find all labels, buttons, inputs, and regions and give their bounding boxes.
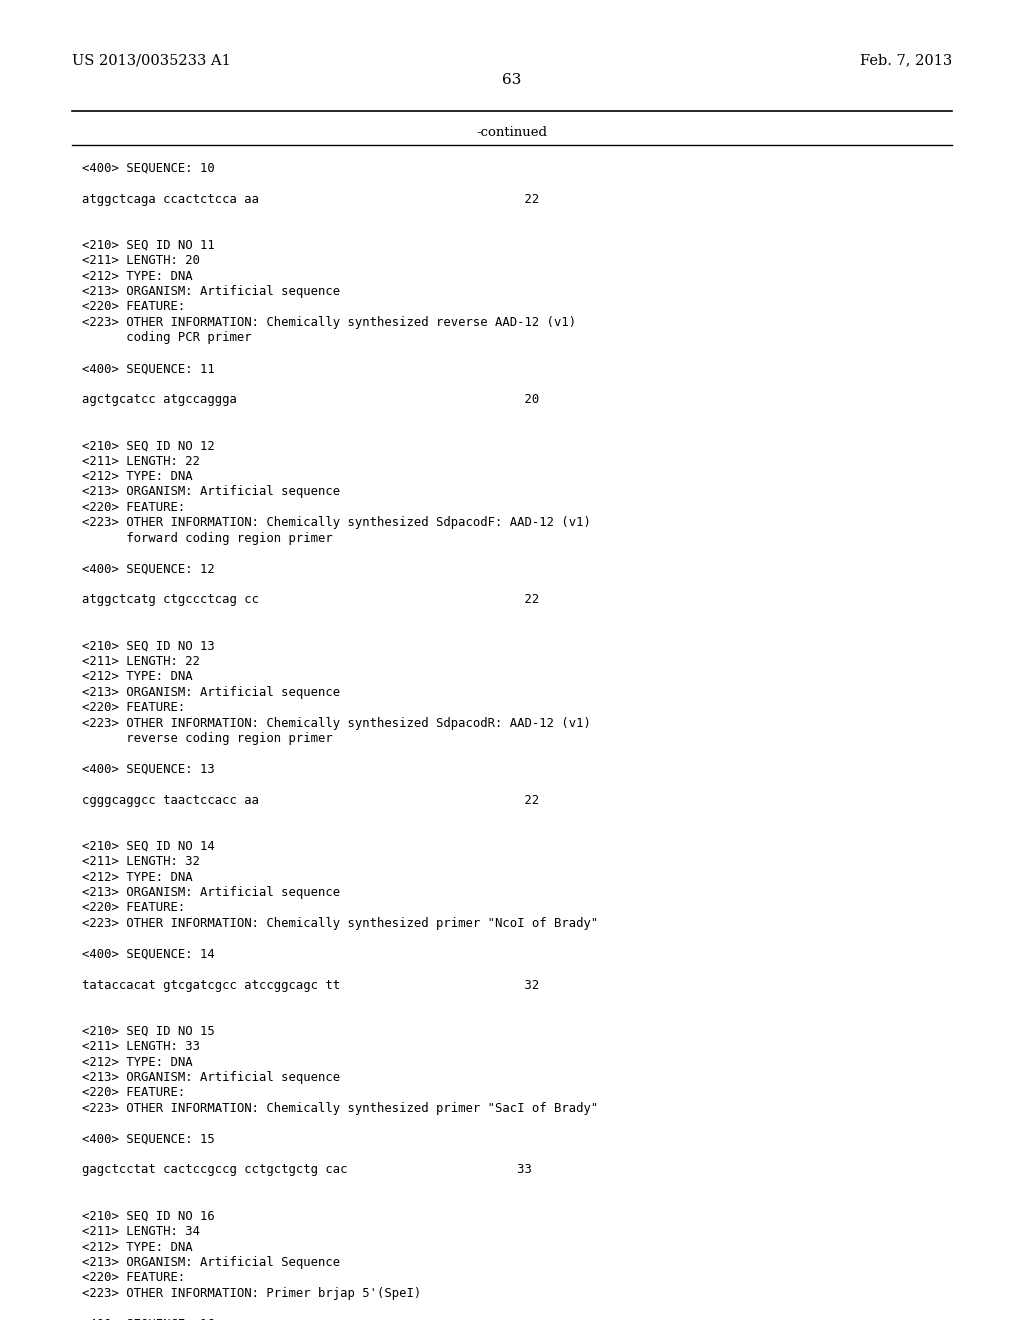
Text: coding PCR primer: coding PCR primer [82,331,252,345]
Text: 63: 63 [503,74,521,87]
Text: <220> FEATURE:: <220> FEATURE: [82,301,185,313]
Text: <212> TYPE: DNA: <212> TYPE: DNA [82,470,193,483]
Text: <220> FEATURE:: <220> FEATURE: [82,902,185,915]
Text: <400> SEQUENCE: 12: <400> SEQUENCE: 12 [82,562,215,576]
Text: <220> FEATURE:: <220> FEATURE: [82,500,185,513]
Text: <400> SEQUENCE: 14: <400> SEQUENCE: 14 [82,948,215,961]
Text: <400> SEQUENCE: 16: <400> SEQUENCE: 16 [82,1317,215,1320]
Text: <210> SEQ ID NO 15: <210> SEQ ID NO 15 [82,1024,215,1038]
Text: Feb. 7, 2013: Feb. 7, 2013 [860,53,952,67]
Text: <212> TYPE: DNA: <212> TYPE: DNA [82,1241,193,1254]
Text: <223> OTHER INFORMATION: Chemically synthesized SdpacodF: AAD-12 (v1): <223> OTHER INFORMATION: Chemically synt… [82,516,591,529]
Text: <223> OTHER INFORMATION: Chemically synthesized primer "NcoI of Brady": <223> OTHER INFORMATION: Chemically synt… [82,917,598,929]
Text: <211> LENGTH: 22: <211> LENGTH: 22 [82,454,200,467]
Text: <212> TYPE: DNA: <212> TYPE: DNA [82,871,193,883]
Text: reverse coding region primer: reverse coding region primer [82,733,333,744]
Text: <210> SEQ ID NO 13: <210> SEQ ID NO 13 [82,639,215,652]
Text: <211> LENGTH: 22: <211> LENGTH: 22 [82,655,200,668]
Text: <400> SEQUENCE: 13: <400> SEQUENCE: 13 [82,763,215,776]
Text: <220> FEATURE:: <220> FEATURE: [82,701,185,714]
Text: <223> OTHER INFORMATION: Chemically synthesized primer "SacI of Brady": <223> OTHER INFORMATION: Chemically synt… [82,1102,598,1115]
Text: <212> TYPE: DNA: <212> TYPE: DNA [82,671,193,684]
Text: <400> SEQUENCE: 15: <400> SEQUENCE: 15 [82,1133,215,1146]
Text: atggctcatg ctgccctcag cc                                    22: atggctcatg ctgccctcag cc 22 [82,593,540,606]
Text: <223> OTHER INFORMATION: Chemically synthesized SdpacodR: AAD-12 (v1): <223> OTHER INFORMATION: Chemically synt… [82,717,591,730]
Text: <400> SEQUENCE: 11: <400> SEQUENCE: 11 [82,362,215,375]
Text: <212> TYPE: DNA: <212> TYPE: DNA [82,1056,193,1069]
Text: tataccacat gtcgatcgcc atccggcagc tt                         32: tataccacat gtcgatcgcc atccggcagc tt 32 [82,978,540,991]
Text: <211> LENGTH: 33: <211> LENGTH: 33 [82,1040,200,1053]
Text: <213> ORGANISM: Artificial sequence: <213> ORGANISM: Artificial sequence [82,685,340,698]
Text: agctgcatcc atgccaggga                                       20: agctgcatcc atgccaggga 20 [82,393,540,405]
Text: <211> LENGTH: 32: <211> LENGTH: 32 [82,855,200,869]
Text: US 2013/0035233 A1: US 2013/0035233 A1 [72,53,230,67]
Text: cgggcaggcc taactccacc aa                                    22: cgggcaggcc taactccacc aa 22 [82,793,540,807]
Text: <210> SEQ ID NO 12: <210> SEQ ID NO 12 [82,440,215,453]
Text: <220> FEATURE:: <220> FEATURE: [82,1271,185,1284]
Text: gagctcctat cactccgccg cctgctgctg cac                       33: gagctcctat cactccgccg cctgctgctg cac 33 [82,1163,531,1176]
Text: <213> ORGANISM: Artificial sequence: <213> ORGANISM: Artificial sequence [82,1071,340,1084]
Text: <213> ORGANISM: Artificial sequence: <213> ORGANISM: Artificial sequence [82,886,340,899]
Text: <213> ORGANISM: Artificial sequence: <213> ORGANISM: Artificial sequence [82,486,340,499]
Text: <210> SEQ ID NO 11: <210> SEQ ID NO 11 [82,239,215,252]
Text: <223> OTHER INFORMATION: Primer brjap 5'(SpeI): <223> OTHER INFORMATION: Primer brjap 5'… [82,1287,421,1300]
Text: <223> OTHER INFORMATION: Chemically synthesized reverse AAD-12 (v1): <223> OTHER INFORMATION: Chemically synt… [82,315,577,329]
Text: <211> LENGTH: 20: <211> LENGTH: 20 [82,255,200,267]
Text: forward coding region primer: forward coding region primer [82,532,333,545]
Text: <210> SEQ ID NO 14: <210> SEQ ID NO 14 [82,840,215,853]
Text: atggctcaga ccactctcca aa                                    22: atggctcaga ccactctcca aa 22 [82,193,540,206]
Text: <210> SEQ ID NO 16: <210> SEQ ID NO 16 [82,1209,215,1222]
Text: <213> ORGANISM: Artificial Sequence: <213> ORGANISM: Artificial Sequence [82,1255,340,1269]
Text: <212> TYPE: DNA: <212> TYPE: DNA [82,269,193,282]
Text: -continued: -continued [476,127,548,140]
Text: <400> SEQUENCE: 10: <400> SEQUENCE: 10 [82,162,215,174]
Text: <211> LENGTH: 34: <211> LENGTH: 34 [82,1225,200,1238]
Text: <220> FEATURE:: <220> FEATURE: [82,1086,185,1100]
Text: <213> ORGANISM: Artificial sequence: <213> ORGANISM: Artificial sequence [82,285,340,298]
